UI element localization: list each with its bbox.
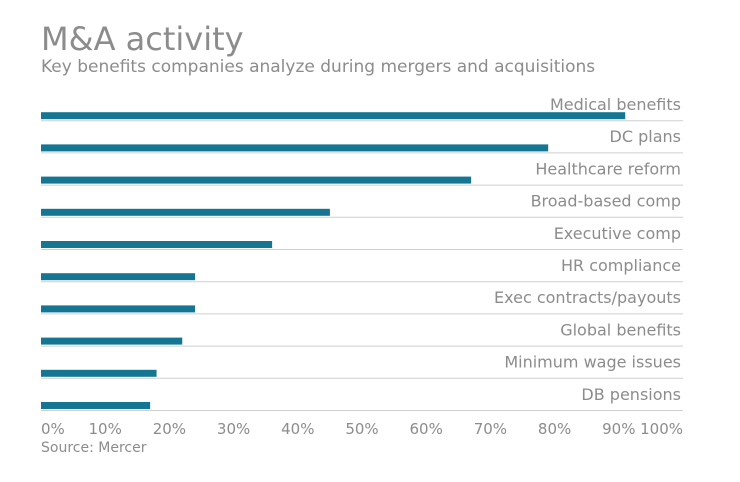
x-tick-label: 50% (345, 420, 378, 438)
category-label: Exec contracts/payouts (494, 288, 681, 307)
category-label: Global benefits (560, 320, 681, 339)
x-tick-label: 100% (640, 420, 683, 438)
x-tick-label: 20% (153, 420, 186, 438)
category-label: HR compliance (561, 256, 681, 275)
bar (41, 176, 472, 184)
bar (41, 402, 151, 409)
category-label: Minimum wage issues (504, 353, 681, 372)
bar (41, 144, 549, 152)
x-tick-label: 30% (217, 420, 250, 438)
category-label: DB pensions (581, 385, 681, 404)
category-label: Broad-based comp (531, 192, 681, 211)
x-tick-label: 40% (281, 420, 314, 438)
category-label: Executive comp (554, 224, 681, 243)
bar (41, 112, 626, 120)
category-label: Healthcare reform (535, 159, 681, 178)
chart-subtitle: Key benefits companies analyze during me… (41, 57, 596, 77)
bar (41, 369, 157, 377)
source-note: Source: Mercer (41, 440, 147, 456)
bar (41, 305, 196, 313)
bar (41, 241, 273, 248)
bar (41, 273, 196, 281)
x-tick-label: 70% (474, 420, 507, 438)
chart-title: M&A activity (41, 20, 244, 58)
x-tick-label: 90% (602, 420, 635, 438)
x-tick-label: 10% (89, 420, 122, 438)
bar (41, 208, 330, 216)
x-tick-label: 0% (41, 420, 65, 438)
category-label: DC plans (610, 127, 681, 146)
bar (41, 337, 183, 345)
category-label: Medical benefits (550, 95, 681, 114)
x-tick-label: 60% (410, 420, 443, 438)
x-tick-label: 80% (538, 420, 571, 438)
